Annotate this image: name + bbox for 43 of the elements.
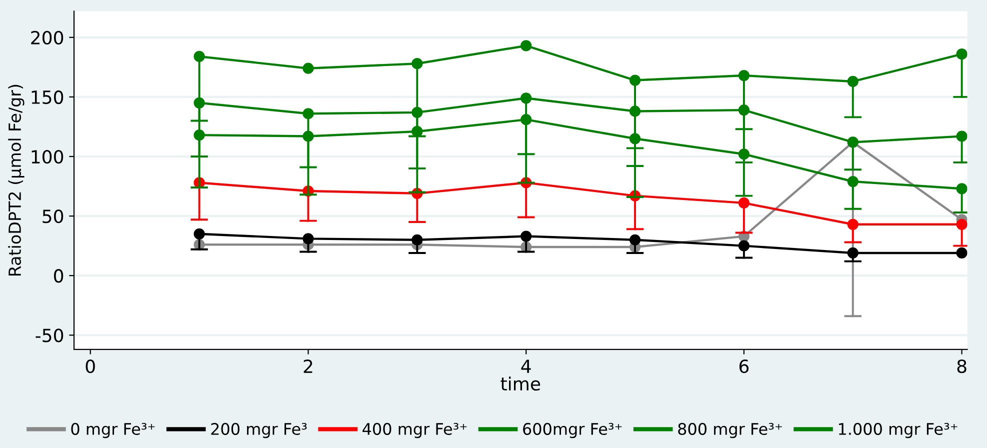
y-tick-label: 200	[31, 30, 64, 45]
y-tick-label: 150	[32, 90, 64, 104]
point	[412, 58, 423, 70]
point	[738, 197, 750, 209]
point	[956, 247, 968, 259]
legend-label: 400 mgr Fe³⁺	[362, 422, 467, 438]
x-tick-label: 0	[86, 359, 95, 374]
legend-label: 800 mgr Fe³⁺	[678, 422, 782, 438]
point	[956, 130, 968, 142]
x-axis-title: time	[500, 376, 540, 391]
legend-label: 0 mgr Fe³⁺	[71, 422, 155, 438]
point	[302, 62, 314, 74]
point	[956, 218, 968, 230]
x-tick-label: 2	[304, 359, 312, 373]
legend-label: 200 mgr Fe³	[211, 422, 307, 438]
point	[629, 74, 641, 86]
y-axis-title: RatioDPT2 (µmol Fe/gr)	[8, 84, 24, 276]
y-tick-label: 0	[54, 269, 64, 283]
legend-label: 1.000 mgr Fe³⁺	[838, 422, 958, 438]
point	[629, 234, 641, 246]
y-tick-label: 100	[32, 150, 64, 164]
point	[847, 76, 858, 88]
point	[847, 247, 858, 259]
point	[412, 234, 423, 246]
point	[302, 233, 314, 244]
legend-label: 600mgr Fe³⁺	[523, 422, 622, 438]
point	[520, 92, 532, 104]
x-tick-label: 4	[521, 360, 531, 373]
point	[956, 183, 968, 194]
point	[956, 48, 968, 60]
x-tick-label: 8	[957, 359, 966, 374]
point	[738, 240, 750, 252]
point	[302, 108, 314, 120]
point	[194, 228, 205, 240]
point	[847, 176, 858, 188]
point	[194, 50, 205, 62]
point	[520, 230, 532, 242]
point	[847, 218, 858, 230]
x-tick-label: 6	[739, 359, 749, 374]
point	[520, 40, 532, 52]
point	[738, 70, 750, 82]
y-tick-label: 50	[42, 210, 64, 224]
y-tick-label: -50	[36, 328, 64, 342]
